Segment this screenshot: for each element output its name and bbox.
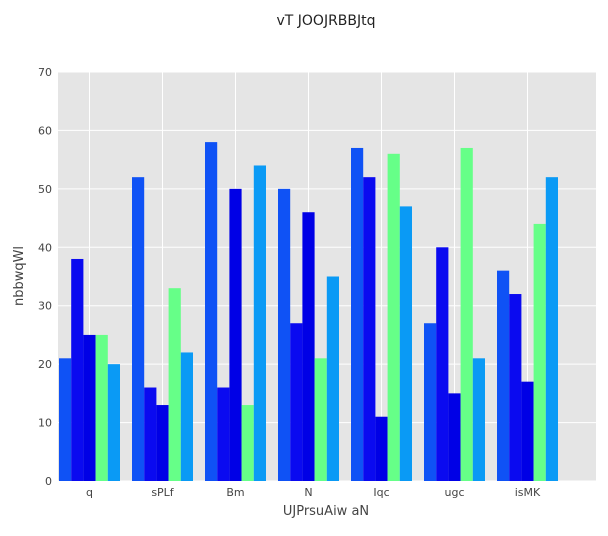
bar [448,393,461,481]
bar [205,142,218,481]
x-axis-ticks: q sPLf Bm N Iqc ugc isMK [86,486,541,499]
bar [229,188,242,481]
x-tick-label: q [86,486,93,499]
y-axis-title: nbbwqWl [12,246,27,306]
bar [156,405,169,481]
y-tick-label: 50 [38,183,52,196]
bar [509,294,522,481]
bar [533,223,546,481]
bar [460,147,473,481]
bars [59,142,558,482]
bar [107,364,120,481]
bar [363,177,376,481]
y-tick-label: 40 [38,241,52,254]
bar [95,334,108,481]
x-tick-label: Bm [226,486,244,499]
bar [168,288,181,481]
bar [83,334,96,481]
bar [59,358,72,481]
bar [302,212,315,481]
bar [132,177,145,481]
bar [180,352,193,481]
bar [326,276,339,481]
y-tick-label: 70 [38,66,52,79]
bar [217,387,230,481]
bar [375,416,388,481]
x-tick-label: N [304,486,312,499]
x-axis-title: UJPrsuAiw aN [283,504,369,519]
bar [545,177,558,481]
y-tick-label: 10 [38,417,52,430]
bar [314,358,327,481]
y-tick-label: 0 [45,475,52,488]
x-tick-label: Iqc [373,486,389,499]
bar [144,387,157,481]
chart-title: vT JOOJRBBJtq [276,13,375,29]
bar [387,153,400,482]
bar [521,381,534,481]
y-tick-label: 20 [38,358,52,371]
bar [278,188,291,481]
bar [436,247,449,481]
y-tick-label: 60 [38,124,52,137]
bar [253,165,266,481]
bar [497,270,510,481]
y-axis-ticks: 0 10 20 30 40 50 60 70 [38,66,52,488]
x-tick-label: sPLf [151,486,174,499]
x-tick-label: ugc [444,486,464,499]
bar [424,323,437,481]
bar [290,323,303,481]
bar [399,206,412,481]
bar [351,147,364,481]
y-tick-label: 30 [38,300,52,313]
bar [241,405,254,481]
bar [472,358,485,481]
x-tick-label: isMK [515,486,541,499]
bar [71,258,84,481]
